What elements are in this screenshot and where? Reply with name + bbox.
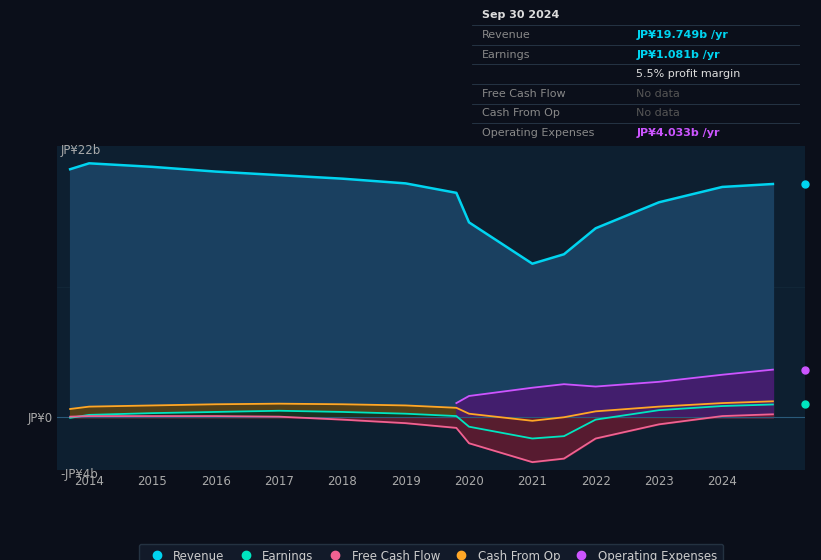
Text: JP¥4.033b /yr: JP¥4.033b /yr (636, 128, 720, 138)
Legend: Revenue, Earnings, Free Cash Flow, Cash From Op, Operating Expenses: Revenue, Earnings, Free Cash Flow, Cash … (139, 544, 723, 560)
Text: Cash From Op: Cash From Op (482, 109, 560, 118)
Text: Sep 30 2024: Sep 30 2024 (482, 11, 559, 20)
Text: No data: No data (636, 109, 680, 118)
Text: JP¥1.081b /yr: JP¥1.081b /yr (636, 50, 720, 59)
Text: 5.5% profit margin: 5.5% profit margin (636, 69, 741, 79)
Text: Operating Expenses: Operating Expenses (482, 128, 594, 138)
Text: No data: No data (636, 89, 680, 99)
Text: JP¥19.749b /yr: JP¥19.749b /yr (636, 30, 728, 40)
Text: Earnings: Earnings (482, 50, 530, 59)
Text: Revenue: Revenue (482, 30, 530, 40)
Text: -JP¥4b: -JP¥4b (61, 468, 99, 481)
Text: JP¥22b: JP¥22b (61, 144, 101, 157)
Text: Free Cash Flow: Free Cash Flow (482, 89, 566, 99)
